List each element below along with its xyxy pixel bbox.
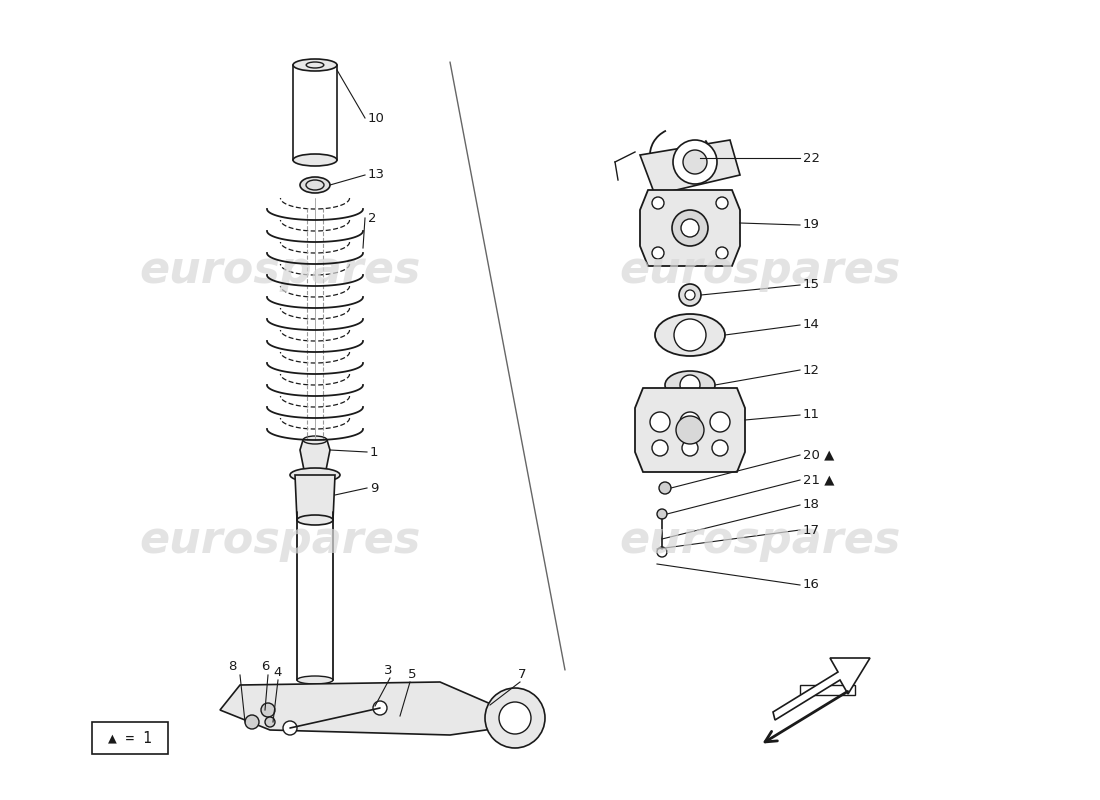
Text: 4: 4 (274, 666, 283, 678)
Text: 20 ▲: 20 ▲ (803, 449, 835, 462)
Circle shape (373, 701, 387, 715)
Circle shape (659, 482, 671, 494)
Text: 2: 2 (368, 211, 376, 225)
Text: 1: 1 (370, 446, 378, 458)
Circle shape (650, 412, 670, 432)
Text: 21 ▲: 21 ▲ (803, 474, 835, 486)
Circle shape (685, 290, 695, 300)
Circle shape (716, 197, 728, 209)
Ellipse shape (305, 471, 324, 478)
Text: 13: 13 (368, 169, 385, 182)
Text: 15: 15 (803, 278, 820, 291)
Circle shape (680, 412, 700, 432)
Circle shape (710, 412, 730, 432)
Ellipse shape (297, 676, 333, 684)
Text: 10: 10 (368, 111, 385, 125)
Circle shape (657, 509, 667, 519)
Polygon shape (220, 682, 500, 735)
Ellipse shape (666, 371, 715, 399)
Polygon shape (773, 658, 870, 720)
Circle shape (680, 375, 700, 395)
Text: 19: 19 (803, 218, 820, 231)
Circle shape (283, 721, 297, 735)
Ellipse shape (654, 314, 725, 356)
Circle shape (652, 197, 664, 209)
Circle shape (673, 140, 717, 184)
Text: 3: 3 (384, 663, 393, 677)
Circle shape (261, 703, 275, 717)
Ellipse shape (290, 468, 340, 482)
Text: 8: 8 (228, 661, 236, 674)
Circle shape (657, 547, 667, 557)
Circle shape (683, 150, 707, 174)
Circle shape (652, 247, 664, 259)
Text: 9: 9 (370, 482, 378, 494)
Circle shape (485, 688, 544, 748)
Text: 17: 17 (803, 523, 820, 537)
Text: eurospares: eurospares (619, 249, 901, 291)
Circle shape (676, 416, 704, 444)
Text: eurospares: eurospares (140, 249, 420, 291)
Polygon shape (300, 440, 330, 475)
Text: 16: 16 (803, 578, 820, 591)
Circle shape (712, 440, 728, 456)
Text: 18: 18 (803, 498, 820, 511)
Ellipse shape (297, 515, 333, 525)
Ellipse shape (293, 59, 337, 71)
Polygon shape (635, 388, 745, 472)
Ellipse shape (293, 154, 337, 166)
Ellipse shape (300, 177, 330, 193)
Circle shape (679, 284, 701, 306)
Text: 5: 5 (408, 667, 416, 681)
Text: eurospares: eurospares (140, 518, 420, 562)
Circle shape (674, 319, 706, 351)
Text: 14: 14 (803, 318, 820, 331)
Circle shape (265, 717, 275, 727)
Polygon shape (800, 685, 855, 695)
Text: 11: 11 (803, 409, 820, 422)
Polygon shape (295, 475, 336, 520)
Text: 22: 22 (803, 151, 820, 165)
Polygon shape (640, 190, 740, 266)
Text: 12: 12 (803, 363, 820, 377)
Circle shape (245, 715, 258, 729)
Text: 6: 6 (261, 661, 270, 674)
Circle shape (672, 210, 708, 246)
Text: 7: 7 (518, 667, 526, 681)
Circle shape (682, 440, 698, 456)
Circle shape (716, 247, 728, 259)
Text: eurospares: eurospares (619, 518, 901, 562)
Circle shape (681, 219, 698, 237)
Ellipse shape (302, 436, 327, 444)
Circle shape (652, 440, 668, 456)
Text: ▲ = 1: ▲ = 1 (108, 730, 152, 746)
Circle shape (499, 702, 531, 734)
Bar (92, 722, 168, 754)
Polygon shape (640, 140, 740, 195)
